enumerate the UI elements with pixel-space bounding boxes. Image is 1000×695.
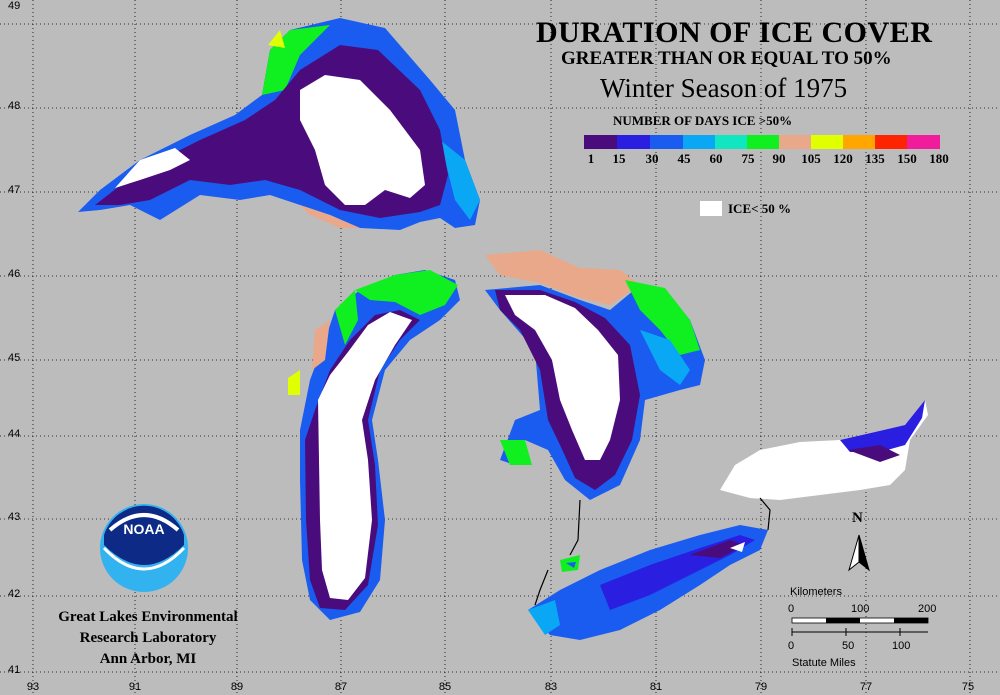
ice-legend-swatch bbox=[700, 201, 722, 216]
latitude-label: 41 bbox=[8, 664, 21, 676]
lake-michigan bbox=[288, 270, 460, 620]
lake-huron bbox=[485, 250, 705, 500]
longitude-label: 81 bbox=[649, 681, 663, 693]
legend-labels: 1 15 30 45 60 75 90 105 120 135 150 180 bbox=[574, 151, 949, 167]
legend-swatch bbox=[617, 135, 650, 149]
latitude-label: 42 bbox=[8, 588, 21, 600]
latitude-label: 49 bbox=[8, 0, 21, 12]
scale-km-title: Kilometers bbox=[790, 586, 842, 598]
lake-st-clair bbox=[560, 555, 580, 572]
legend-swatch bbox=[584, 135, 617, 149]
legend-swatch bbox=[907, 135, 940, 149]
ice-legend-label: ICE< 50 % bbox=[728, 201, 792, 216]
noaa-logo-text: NOAA bbox=[123, 521, 164, 537]
legend-swatch bbox=[843, 135, 875, 149]
scale-mi-tick: 100 bbox=[892, 640, 911, 652]
legend-swatch bbox=[683, 135, 715, 149]
legend-label: 135 bbox=[865, 151, 885, 166]
season-label: Winter Season of 1975 bbox=[600, 73, 848, 103]
latitude-label: 45 bbox=[8, 352, 21, 364]
legend-label: 180 bbox=[929, 151, 949, 166]
legend-title: NUMBER OF DAYS ICE >50% bbox=[613, 113, 793, 128]
legend-swatch bbox=[875, 135, 907, 149]
rivers bbox=[534, 497, 771, 606]
scale-mi-title: Statute Miles bbox=[792, 657, 856, 669]
longitude-label: 91 bbox=[128, 681, 142, 693]
org-name-line1: Great Lakes Environmental bbox=[58, 609, 238, 625]
scale-mi-tick: 0 bbox=[788, 640, 795, 652]
latitude-label: 44 bbox=[8, 428, 21, 440]
org-name-line2: Research Laboratory bbox=[79, 630, 217, 646]
legend-label: 120 bbox=[833, 151, 853, 166]
longitude-label: 87 bbox=[334, 681, 348, 693]
legend-swatch bbox=[650, 135, 683, 149]
north-arrow-icon bbox=[848, 534, 870, 572]
latitude-label: 43 bbox=[8, 511, 21, 523]
lake-ontario bbox=[720, 400, 928, 500]
longitude-label: 85 bbox=[438, 681, 452, 693]
legend-label: 75 bbox=[741, 151, 755, 166]
legend-swatch bbox=[779, 135, 811, 149]
longitude-label: 79 bbox=[754, 681, 768, 693]
legend-label: 45 bbox=[677, 151, 691, 166]
north-label: N bbox=[852, 510, 863, 526]
scale-km-tick: 0 bbox=[788, 603, 795, 615]
scale-km-tick: 200 bbox=[918, 603, 937, 615]
legend-label: 30 bbox=[645, 151, 659, 166]
legend-label: 15 bbox=[612, 151, 626, 166]
legend-label: 1 bbox=[587, 151, 595, 166]
longitude-label: 77 bbox=[859, 681, 873, 693]
map-title: DURATION OF ICE COVER bbox=[536, 16, 933, 49]
scale-mi-tick: 50 bbox=[842, 640, 855, 652]
legend-swatch bbox=[747, 135, 779, 149]
org-location: Ann Arbor, MI bbox=[99, 651, 197, 667]
scale-bar bbox=[791, 617, 929, 636]
legend-label: 105 bbox=[801, 151, 821, 166]
scale-km-tick: 100 bbox=[851, 603, 870, 615]
longitude-label: 83 bbox=[544, 681, 558, 693]
legend-color-bar bbox=[584, 135, 940, 149]
legend-label: 90 bbox=[772, 151, 786, 166]
legend-label: 150 bbox=[897, 151, 917, 166]
latitude-label: 48 bbox=[8, 100, 21, 112]
legend-swatch bbox=[811, 135, 843, 149]
longitude-label: 89 bbox=[230, 681, 244, 693]
lake-superior bbox=[78, 18, 480, 230]
legend-label: 60 bbox=[709, 151, 723, 166]
legend-swatch bbox=[715, 135, 747, 149]
latitude-label: 46 bbox=[8, 268, 21, 280]
lake-erie bbox=[528, 525, 768, 640]
noaa-logo: NOAA bbox=[100, 504, 188, 592]
latitude-label: 47 bbox=[8, 184, 21, 196]
longitude-label: 75 bbox=[961, 681, 975, 693]
map-subtitle: GREATER THAN OR EQUAL TO 50% bbox=[561, 48, 892, 69]
longitude-label: 93 bbox=[26, 681, 40, 693]
